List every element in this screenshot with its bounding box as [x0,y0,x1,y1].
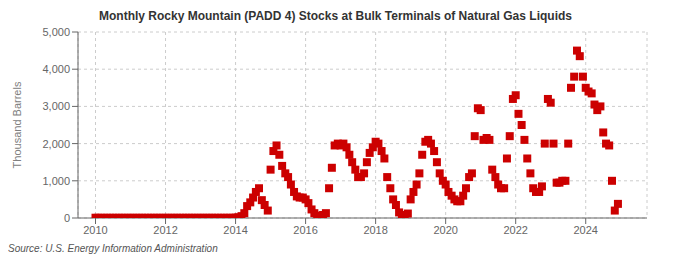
svg-text:2020: 2020 [433,224,457,236]
svg-text:2014: 2014 [223,224,247,236]
svg-text:2018: 2018 [363,224,387,236]
svg-text:0: 0 [64,212,70,224]
svg-text:Thousand Barrels: Thousand Barrels [11,81,23,168]
html-text:Monthly Rocky Mountain (PADD 4: Monthly Rocky Mountain (PADD 4) Stocks a… [99,9,572,23]
svg-text:3,000: 3,000 [42,100,70,112]
svg-text:5,000: 5,000 [42,26,70,38]
svg-text:2010: 2010 [83,224,107,236]
html-text:Source: U.S. Energy Informatio: Source: U.S. Energy Information Administ… [8,243,218,254]
svg-text:4,000: 4,000 [42,63,70,75]
svg-text:2024: 2024 [573,224,597,236]
svg-text:2016: 2016 [293,224,317,236]
svg-text:1,000: 1,000 [42,175,70,187]
svg-text:2012: 2012 [153,224,177,236]
svg-text:2,000: 2,000 [42,138,70,150]
svg-text:2022: 2022 [503,224,527,236]
